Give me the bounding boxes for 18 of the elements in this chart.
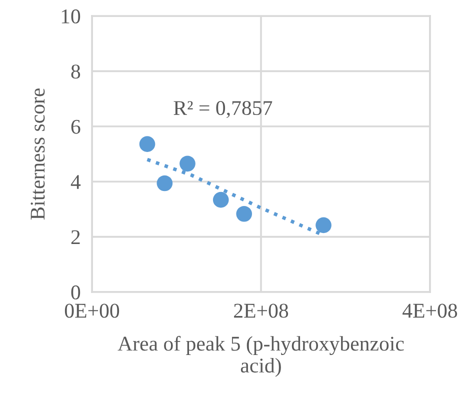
y-tick-label: 0 bbox=[71, 285, 80, 300]
y-axis-title: Bitterness score bbox=[30, 88, 45, 220]
point bbox=[316, 217, 332, 234]
point bbox=[139, 136, 156, 152]
x-tick-label: 2E+08 bbox=[234, 304, 288, 318]
point bbox=[212, 192, 229, 208]
x-axis-title: Area of peak 5 (p-hydroxybenzoic acid) bbox=[118, 336, 404, 377]
y-tick-label: 4 bbox=[70, 175, 81, 189]
x-tick-label: 4E+08 bbox=[402, 304, 458, 318]
point bbox=[180, 156, 196, 172]
y-tick-label: 2 bbox=[71, 230, 80, 244]
y-tick-label: 8 bbox=[71, 64, 80, 79]
point bbox=[236, 206, 252, 222]
annotation: R² = 0,7857 bbox=[174, 100, 272, 118]
y-tick-label: 6 bbox=[71, 120, 80, 134]
x-tick-label: 0E+00 bbox=[64, 304, 120, 318]
point bbox=[156, 175, 173, 192]
y-tick-label: 10 bbox=[62, 9, 80, 24]
